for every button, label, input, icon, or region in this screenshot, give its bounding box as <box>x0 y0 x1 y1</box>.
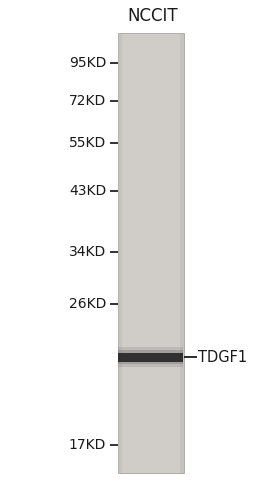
Text: 72KD: 72KD <box>69 94 106 108</box>
Bar <box>180 33 184 473</box>
Text: 95KD: 95KD <box>69 56 106 70</box>
Text: 55KD: 55KD <box>69 136 106 150</box>
Bar <box>118 33 122 473</box>
Bar <box>118 353 183 362</box>
Text: 43KD: 43KD <box>69 184 106 198</box>
Bar <box>118 33 184 473</box>
Bar <box>118 347 183 367</box>
Text: NCCIT: NCCIT <box>127 7 178 25</box>
Bar <box>118 350 183 364</box>
Text: 34KD: 34KD <box>69 244 106 259</box>
Text: 26KD: 26KD <box>69 297 106 311</box>
Text: TDGF1: TDGF1 <box>198 350 248 365</box>
Text: 17KD: 17KD <box>69 438 106 452</box>
